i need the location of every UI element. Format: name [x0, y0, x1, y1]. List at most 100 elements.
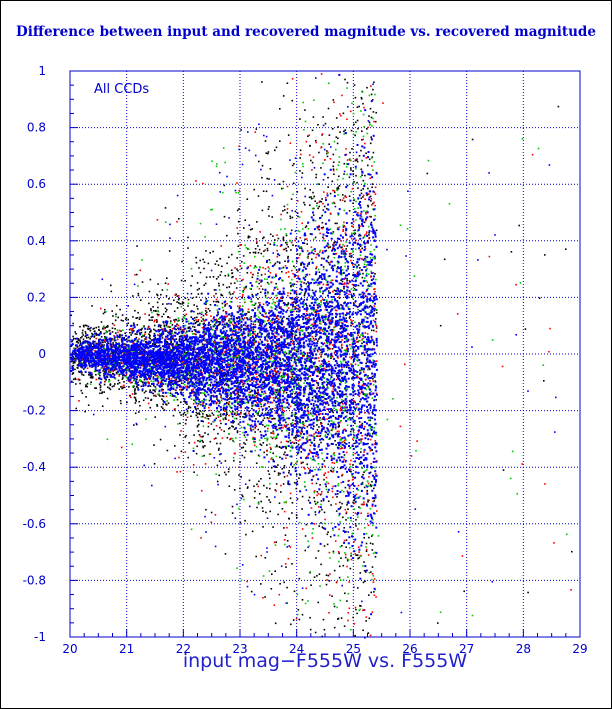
data-point — [273, 604, 276, 606]
data-point — [212, 414, 215, 416]
data-point — [294, 171, 297, 174]
data-point — [350, 555, 352, 557]
data-point — [341, 94, 343, 97]
data-point — [327, 186, 329, 188]
data-point — [249, 427, 252, 429]
data-point — [278, 254, 281, 257]
data-point — [322, 226, 325, 229]
data-point — [285, 447, 287, 450]
data-point — [310, 246, 313, 248]
data-point — [255, 392, 258, 394]
data-point — [221, 437, 224, 439]
data-point — [337, 187, 340, 190]
data-point — [161, 289, 164, 291]
data-point — [339, 131, 341, 133]
data-point — [228, 433, 230, 435]
data-point — [202, 318, 204, 320]
data-point — [340, 481, 343, 484]
data-point — [240, 324, 242, 326]
data-point — [154, 343, 157, 346]
data-point — [171, 330, 173, 333]
data-point — [156, 374, 159, 377]
data-point — [229, 301, 232, 303]
data-point — [260, 444, 263, 446]
data-point — [283, 390, 286, 392]
data-point — [261, 176, 263, 179]
data-point — [372, 151, 375, 154]
data-point — [246, 317, 248, 319]
data-point — [250, 358, 252, 361]
data-point — [350, 167, 352, 169]
data-point — [353, 294, 356, 297]
data-point — [374, 193, 377, 195]
data-point — [231, 512, 234, 514]
data-point — [168, 250, 171, 252]
data-point — [242, 255, 245, 257]
data-point — [200, 371, 202, 373]
data-point — [164, 221, 167, 223]
data-point — [367, 367, 370, 369]
data-point — [360, 461, 362, 463]
data-point — [341, 248, 344, 251]
data-point — [146, 328, 149, 330]
data-point — [372, 83, 374, 86]
data-point — [269, 477, 271, 480]
data-point — [284, 445, 286, 448]
data-point — [308, 273, 311, 276]
data-point — [356, 272, 358, 275]
data-point — [236, 381, 239, 384]
data-point — [267, 270, 270, 272]
data-point — [244, 147, 247, 149]
data-point — [315, 557, 317, 559]
data-point — [152, 376, 155, 378]
data-point — [325, 574, 328, 576]
data-point — [76, 346, 79, 348]
data-point — [305, 238, 308, 240]
data-point — [262, 381, 264, 383]
data-point — [147, 325, 150, 328]
data-point — [272, 526, 274, 528]
data-point — [272, 430, 274, 433]
data-point — [281, 468, 283, 470]
data-point — [301, 495, 304, 498]
data-point — [327, 246, 330, 249]
data-point — [112, 370, 115, 373]
data-point — [323, 473, 326, 476]
data-point — [291, 78, 294, 80]
data-point — [163, 375, 166, 377]
data-point — [311, 482, 313, 485]
data-point — [313, 207, 315, 210]
data-point — [129, 381, 132, 384]
data-point — [314, 200, 316, 202]
data-point — [339, 407, 342, 410]
data-point — [89, 349, 92, 351]
data-point — [258, 356, 260, 359]
data-point — [139, 404, 141, 407]
data-point — [113, 339, 116, 342]
data-point — [151, 339, 154, 342]
data-point — [181, 301, 184, 303]
data-point — [266, 320, 269, 322]
data-point — [320, 563, 322, 566]
data-point — [265, 348, 268, 351]
data-point — [238, 346, 241, 348]
data-point — [224, 323, 226, 325]
data-point — [320, 441, 322, 444]
data-point — [84, 324, 87, 327]
data-point — [226, 380, 228, 383]
data-point — [275, 437, 278, 439]
data-point — [203, 267, 205, 270]
data-point — [227, 470, 230, 473]
data-point — [205, 311, 208, 314]
data-point — [255, 238, 258, 240]
data-point — [303, 427, 306, 429]
data-point — [293, 422, 296, 425]
data-point — [361, 258, 363, 260]
data-point — [342, 112, 345, 115]
data-point — [360, 605, 362, 607]
data-point — [156, 320, 158, 322]
data-point — [102, 370, 104, 372]
data-point — [346, 600, 348, 602]
data-point — [300, 210, 303, 213]
data-point — [317, 207, 319, 210]
